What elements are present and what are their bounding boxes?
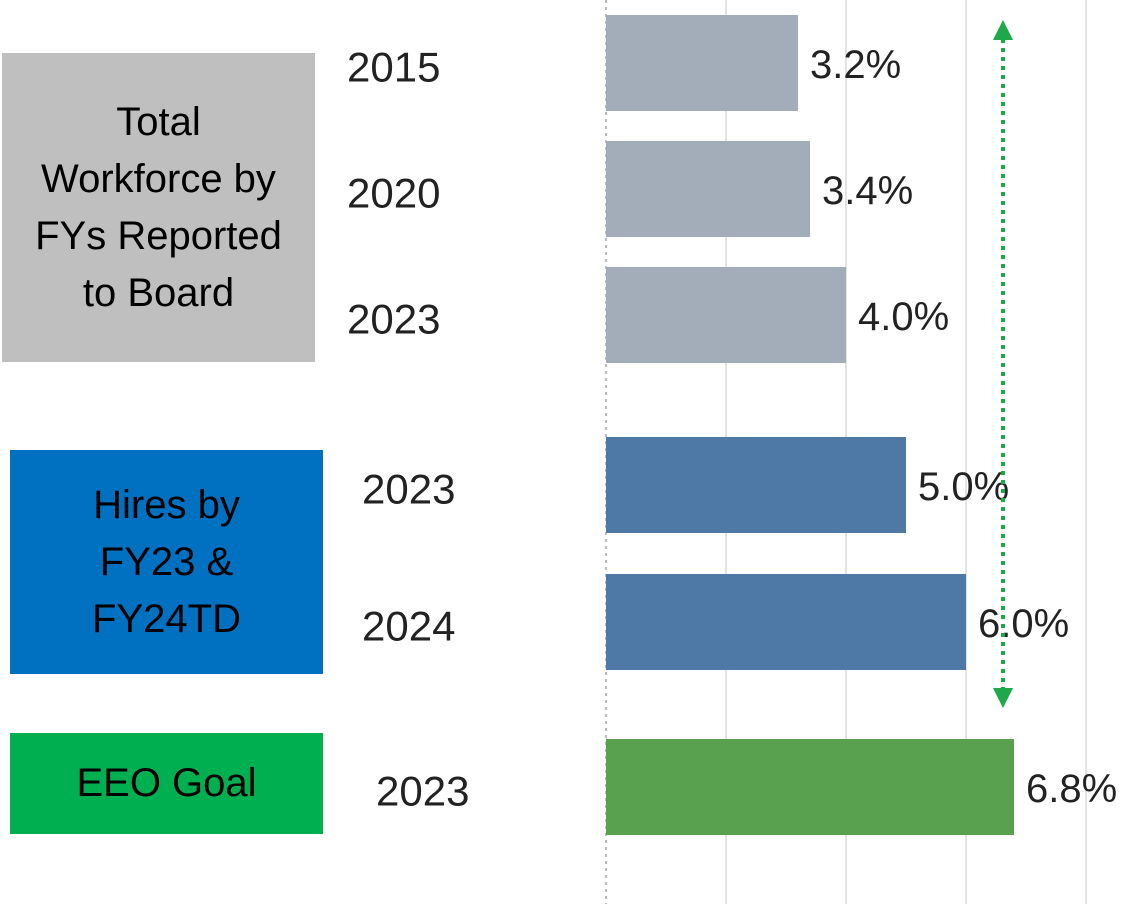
- group-label: EEO Goal: [10, 733, 323, 834]
- group-label-text: Hires by FY23 & FY24TD: [92, 482, 241, 641]
- category-label: 2023: [362, 466, 455, 513]
- bar: [606, 437, 906, 533]
- bar: [606, 739, 1014, 835]
- bar: [606, 15, 798, 111]
- group-label-text: EEO Goal: [76, 761, 257, 805]
- category-label: 2024: [362, 603, 455, 650]
- bar: [606, 141, 810, 237]
- category-label: 2023: [376, 768, 469, 815]
- value-label: 3.2%: [810, 43, 901, 87]
- bar: [606, 267, 846, 363]
- group-label-text: Total Workforce by FYs Reported to Board: [35, 99, 282, 315]
- value-label: 5.0%: [918, 465, 1009, 509]
- category-label: 2015: [347, 44, 440, 91]
- value-label: 4.0%: [858, 295, 949, 339]
- group-label: Hires by FY23 & FY24TD: [10, 450, 323, 674]
- group-label: Total Workforce by FYs Reported to Board: [2, 53, 315, 362]
- category-label: 2020: [347, 170, 440, 217]
- value-label: 6.8%: [1026, 767, 1117, 811]
- value-label: 3.4%: [822, 169, 913, 213]
- value-label: 6.0%: [978, 602, 1069, 646]
- bars: 2015 3.2% 2020 3.4% 2023 4.0% 2023 5.0% 2024 6.0%…: [347, 15, 1117, 835]
- category-label: 2023: [347, 296, 440, 343]
- bar: [606, 574, 966, 670]
